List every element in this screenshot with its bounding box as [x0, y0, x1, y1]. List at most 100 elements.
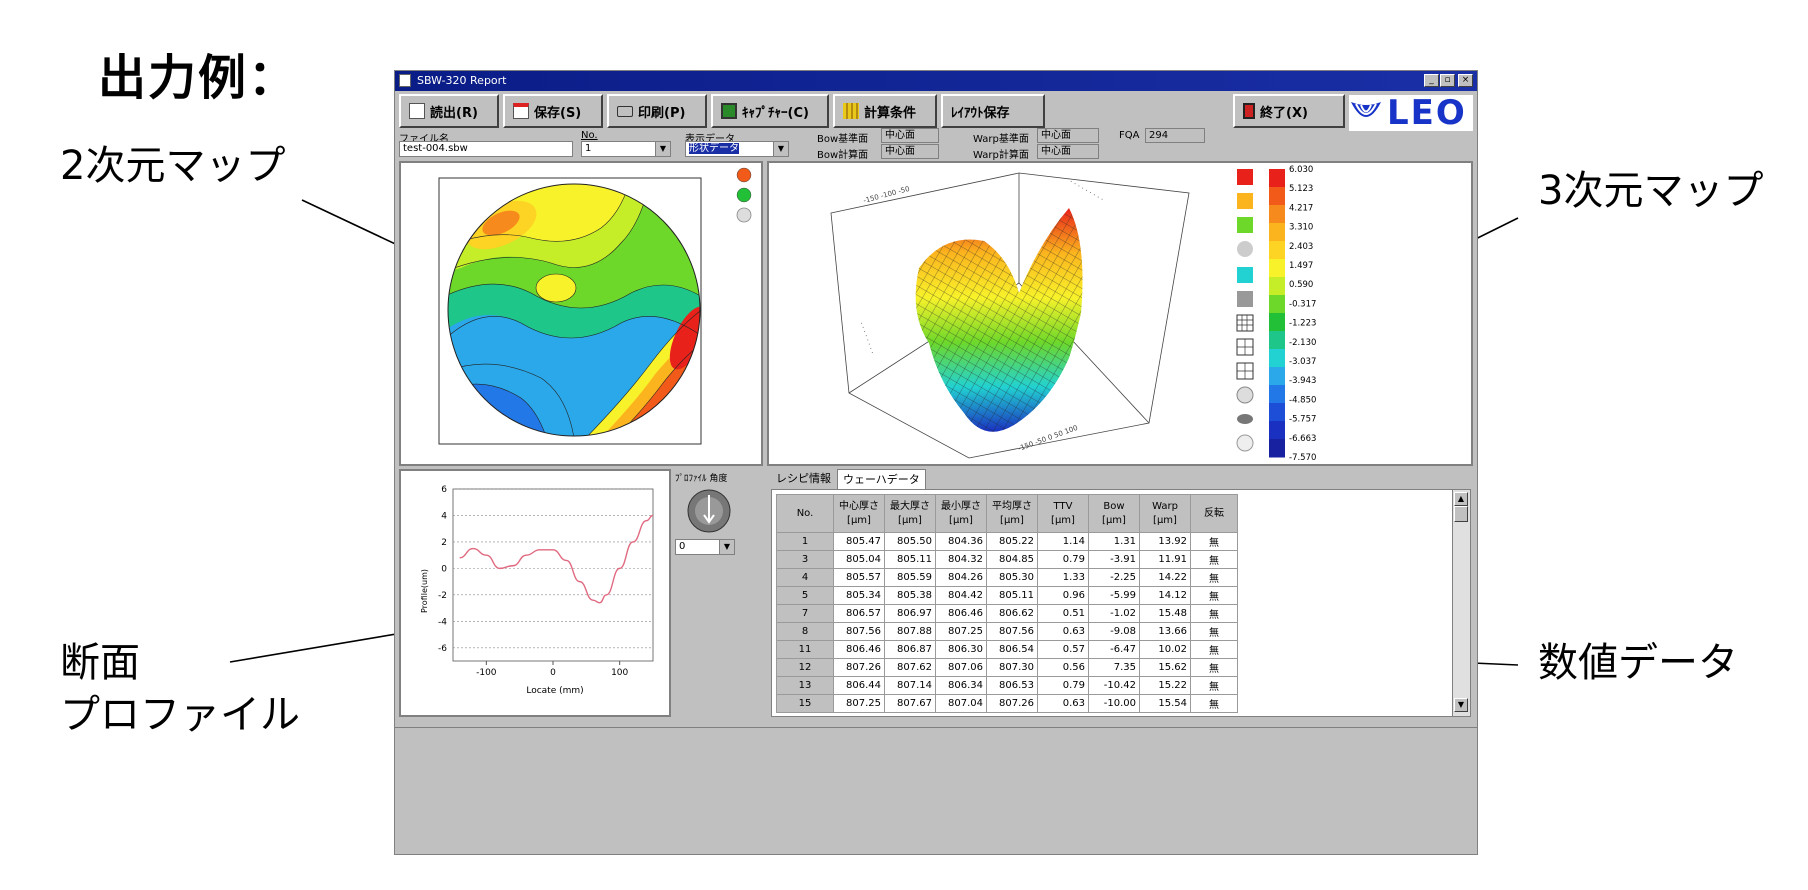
- calc-conditions-button[interactable]: 計算条件: [833, 94, 937, 128]
- table-cell: 14.12: [1139, 586, 1191, 605]
- display-data-select[interactable]: 形状データ ▼: [685, 141, 789, 157]
- file-name-field[interactable]: test-004.sbw: [399, 141, 573, 157]
- color-scale-label: -0.317: [1289, 299, 1316, 309]
- column-header[interactable]: 最小厚さ [μm]: [935, 494, 987, 533]
- display-data-value: 形状データ: [689, 143, 739, 154]
- table-row[interactable]: 11 806.46 806.87 806.30 806.54 0.57 -6.47 10.02…: [776, 640, 1238, 659]
- print-label: 印刷(P): [638, 105, 686, 121]
- close-button[interactable]: ×: [1458, 74, 1473, 87]
- exit-label: 終了(X): [1260, 105, 1308, 121]
- wafer-data-table-area: No. 中心厚さ [μm] 最大厚さ [μm] 最小厚さ [μm] 平均厚さ [μm] TTV [μ…: [771, 489, 1471, 717]
- profile-plot-frame: [452, 488, 654, 662]
- table-row[interactable]: 5 805.34 805.38 804.42 805.11 0.96 -5.99 14.12 無: [776, 586, 1238, 605]
- table-cell: 807.04: [935, 694, 987, 713]
- document-icon: [409, 103, 425, 119]
- chevron-down-icon[interactable]: ▼: [655, 142, 670, 156]
- view-tool-icons[interactable]: [1236, 169, 1254, 452]
- layout-save-button[interactable]: ﾚｲｱｳﾄ保存: [941, 94, 1045, 128]
- column-header[interactable]: 最大厚さ [μm]: [884, 494, 936, 533]
- column-header-title: TTV: [1053, 500, 1073, 512]
- scroll-down-icon[interactable]: ▼: [1454, 698, 1468, 712]
- table-row[interactable]: 15 807.25 807.67 807.04 807.26 0.63 -10.00 15.5…: [776, 694, 1238, 713]
- table-row[interactable]: 13 806.44 807.14 806.34 806.53 0.79 -10.42 15.2…: [776, 676, 1238, 695]
- bow-calc-value: 中心面: [881, 144, 939, 159]
- column-header[interactable]: No.: [776, 494, 834, 533]
- table-row[interactable]: 7 806.57 806.97 806.46 806.62 0.51 -1.02 15.48 無: [776, 604, 1238, 623]
- table-row[interactable]: 3 805.04 805.11 804.32 804.85 0.79 -3.91 11.91 無: [776, 550, 1238, 569]
- map2d-panel: [399, 161, 763, 466]
- capture-button[interactable]: ｷｬﾌﾟﾁｬｰ(C): [711, 94, 829, 128]
- table-cell: 807.88: [884, 622, 936, 641]
- tab-wafer-data[interactable]: ウェーハデータ: [837, 469, 926, 489]
- print-button[interactable]: 印刷(P): [607, 94, 707, 128]
- angle-dial-icon[interactable]: [685, 487, 733, 535]
- app-icon: [399, 74, 411, 87]
- column-header[interactable]: 中心厚さ [μm]: [833, 494, 885, 533]
- table-row[interactable]: 8 807.56 807.88 807.25 807.56 0.63 -9.08 13.66 無: [776, 622, 1238, 641]
- table-row[interactable]: 4 805.57 805.59 804.26 805.30 1.33 -2.25 14.22 無: [776, 568, 1238, 587]
- profile-angle-area: ﾌﾟﾛﾌｧｲﾙ 角度 0 ▼: [673, 469, 763, 717]
- table-cell: 807.25: [833, 694, 885, 713]
- table-cell: 無: [1190, 676, 1238, 695]
- exit-button[interactable]: 終了(X): [1233, 94, 1345, 128]
- column-header[interactable]: 反転: [1190, 494, 1238, 533]
- read-button[interactable]: 読出(R): [399, 94, 499, 128]
- map3d-panel: -150 -100 -50 · · · · · · · · · -150 -50…: [767, 161, 1473, 466]
- profile-xlabel: Locate (mm): [526, 686, 583, 696]
- bow-ref-value: 中心面: [881, 128, 939, 143]
- color-scale-label: 1.497: [1289, 261, 1313, 271]
- column-header-unit: [μm]: [898, 514, 922, 526]
- row-number-cell: 13: [776, 676, 834, 695]
- table-cell: 13.92: [1139, 532, 1191, 551]
- table-cell: 0.57: [1037, 640, 1089, 659]
- table-cell: 15.22: [1139, 676, 1191, 695]
- table-cell: 0.79: [1037, 676, 1089, 695]
- color-scale-swatch: [1269, 295, 1285, 314]
- table-cell: -10.00: [1088, 694, 1140, 713]
- table-cell: 805.11: [884, 550, 936, 569]
- calc-label: 計算条件: [864, 105, 917, 121]
- table-cell: 無: [1190, 622, 1238, 641]
- table-cell: -9.08: [1088, 622, 1140, 641]
- table-scrollbar[interactable]: ▲ ▼: [1452, 490, 1470, 716]
- maximize-button[interactable]: ▫: [1440, 74, 1455, 87]
- chevron-down-icon[interactable]: ▼: [719, 540, 734, 554]
- table-cell: 15.48: [1139, 604, 1191, 623]
- data-tabs: レシピ情報 ウェーハデータ: [771, 469, 1071, 489]
- column-header[interactable]: TTV [μm]: [1037, 494, 1089, 533]
- map3d-surface: -150 -100 -50 · · · · · · · · · -150 -50…: [830, 165, 1316, 463]
- column-header[interactable]: Bow [μm]: [1088, 494, 1140, 533]
- table-cell: 無: [1190, 550, 1238, 569]
- chevron-down-icon[interactable]: ▼: [773, 142, 788, 156]
- save-button[interactable]: 保存(S): [503, 94, 603, 128]
- table-cell: 無: [1190, 586, 1238, 605]
- tab-recipe-info[interactable]: レシピ情報: [776, 472, 831, 485]
- scroll-up-icon[interactable]: ▲: [1454, 492, 1468, 506]
- scroll-thumb[interactable]: [1454, 506, 1468, 522]
- bow-calc-label: Bow計算面: [817, 150, 869, 161]
- color-scale-label: -6.663: [1289, 434, 1316, 444]
- number-select[interactable]: 1 ▼: [581, 141, 671, 157]
- profile-x-tick: 100: [611, 668, 628, 678]
- color-scale-label: 3.310: [1289, 223, 1313, 233]
- profile-x-tick: 0: [550, 668, 556, 678]
- table-cell: 806.87: [884, 640, 936, 659]
- table-cell: 0.79: [1037, 550, 1089, 569]
- minimize-button[interactable]: _: [1424, 74, 1439, 87]
- table-row[interactable]: 12 807.26 807.62 807.06 807.30 0.56 7.35 15.62 無: [776, 658, 1238, 677]
- table-row[interactable]: 1 805.47 805.50 804.36 805.22 1.14 1.31 13.92 無: [776, 532, 1238, 551]
- profile-x-tick: -100: [476, 668, 497, 678]
- profile-ylabel: Profile(um): [420, 569, 429, 613]
- column-header[interactable]: Warp [μm]: [1139, 494, 1191, 533]
- column-header[interactable]: 平均厚さ [μm]: [986, 494, 1038, 533]
- table-cell: 805.50: [884, 532, 936, 551]
- table-cell: 1.31: [1088, 532, 1140, 551]
- callout-numeric: 数値データ: [1538, 640, 1738, 686]
- table-cell: 806.34: [935, 676, 987, 695]
- column-header-title: 平均厚さ: [992, 500, 1032, 512]
- table-cell: 805.04: [833, 550, 885, 569]
- profile-y-tick: 6: [441, 485, 447, 495]
- table-cell: 804.85: [986, 550, 1038, 569]
- table-cell: 807.25: [935, 622, 987, 641]
- angle-select[interactable]: 0 ▼: [675, 539, 735, 555]
